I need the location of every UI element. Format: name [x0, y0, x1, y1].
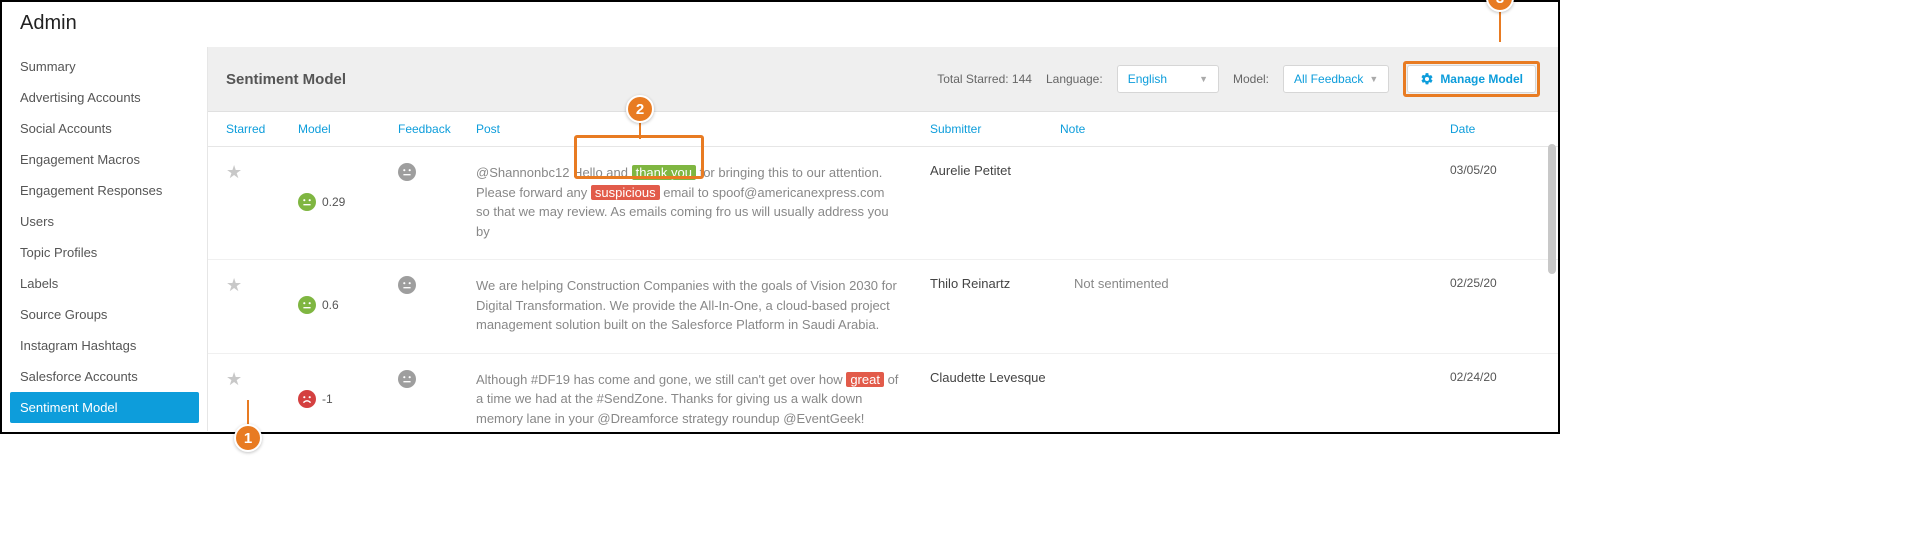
table-header: Starred Model Feedback Post Submitter No… [208, 112, 1558, 147]
manage-model-label: Manage Model [1440, 72, 1523, 86]
sentiment-face-icon [298, 193, 316, 211]
chevron-down-icon: ▼ [1199, 74, 1208, 84]
manage-model-button[interactable]: Manage Model [1407, 65, 1536, 93]
table-body: ★ 0.29 @Shannonbc12 Hello and thank you fo… [208, 147, 1558, 431]
post-text: We are helping Construction Companies wi… [476, 276, 900, 335]
main-layout: SummaryAdvertising AccountsSocial Accoun… [2, 47, 1558, 431]
sidebar-item-topic-profiles[interactable]: Topic Profiles [2, 237, 207, 268]
app-frame: Admin SummaryAdvertising AccountsSocial … [0, 0, 1560, 434]
sidebar-item-salesforce-accounts[interactable]: Salesforce Accounts [2, 361, 207, 392]
note [1060, 163, 1450, 241]
annotation-callout-2: 2 [626, 95, 654, 123]
chevron-down-icon: ▼ [1369, 74, 1378, 84]
post-text: @Shannonbc12 Hello and thank you for bri… [476, 163, 900, 241]
submitter: Aurelie Petitet [930, 163, 1060, 241]
annotation-callout-1: 1 [234, 424, 262, 452]
manage-model-highlight: Manage Model [1403, 61, 1540, 97]
model-score: -1 [322, 392, 333, 406]
feedback-face-icon[interactable] [398, 163, 416, 181]
highlight-pos: thank you [632, 165, 696, 180]
sidebar-item-summary[interactable]: Summary [2, 51, 207, 82]
col-date[interactable]: Date [1450, 122, 1540, 136]
language-select[interactable]: English ▼ [1117, 65, 1219, 93]
date: 02/24/20 [1450, 370, 1540, 429]
scrollbar[interactable] [1548, 144, 1556, 274]
sidebar-item-api-applications[interactable]: API Applications [2, 423, 207, 434]
model-selected: All Feedback [1294, 72, 1363, 86]
sidebar-item-instagram-hashtags[interactable]: Instagram Hashtags [2, 330, 207, 361]
sidebar-item-social-accounts[interactable]: Social Accounts [2, 113, 207, 144]
sidebar-item-engagement-responses[interactable]: Engagement Responses [2, 175, 207, 206]
sidebar-item-advertising-accounts[interactable]: Advertising Accounts [2, 82, 207, 113]
highlight-neg: suspicious [591, 185, 660, 200]
sidebar-item-users[interactable]: Users [2, 206, 207, 237]
sentiment-face-icon [298, 390, 316, 408]
language-selected: English [1128, 72, 1167, 86]
col-note[interactable]: Note [1060, 122, 1450, 136]
annotation-stem-2 [639, 123, 641, 139]
date: 03/05/20 [1450, 163, 1540, 241]
highlight-neg: great [846, 372, 884, 387]
star-icon[interactable]: ★ [226, 369, 242, 389]
panel-title: Sentiment Model [226, 71, 346, 88]
col-post[interactable]: Post [476, 122, 930, 136]
feedback-face-icon[interactable] [398, 276, 416, 294]
date: 02/25/20 [1450, 276, 1540, 335]
star-icon[interactable]: ★ [226, 275, 242, 295]
col-starred[interactable]: Starred [226, 122, 298, 136]
note: Not sentimented [1060, 276, 1450, 335]
col-model[interactable]: Model [298, 122, 398, 136]
annotation-stem-3 [1499, 12, 1501, 42]
col-feedback[interactable]: Feedback [398, 122, 476, 136]
post-text: Although #DF19 has come and gone, we sti… [476, 370, 900, 429]
star-icon[interactable]: ★ [226, 162, 242, 182]
page-title: Admin [2, 2, 1558, 47]
sentiment-face-icon [298, 296, 316, 314]
model-score: 0.29 [322, 195, 345, 209]
sidebar: SummaryAdvertising AccountsSocial Accoun… [2, 47, 207, 431]
model-select[interactable]: All Feedback ▼ [1283, 65, 1389, 93]
table-row: ★ 0.6 We are helping Construction Companie… [208, 260, 1558, 354]
main-panel: Sentiment Model Total Starred: 144 Langu… [207, 47, 1558, 431]
feedback-face-icon[interactable] [398, 370, 416, 388]
model-score: 0.6 [322, 298, 339, 312]
total-starred-label: Total Starred: 144 [937, 72, 1032, 86]
submitter: Thilo Reinartz [930, 276, 1060, 335]
table-container: Starred Model Feedback Post Submitter No… [208, 112, 1558, 431]
table-row: ★ -1 Although #DF19 has come and gone, we … [208, 354, 1558, 432]
gear-icon [1420, 72, 1434, 86]
sidebar-item-sentiment-model[interactable]: Sentiment Model [10, 392, 199, 423]
note [1060, 370, 1450, 429]
table-row: ★ 0.29 @Shannonbc12 Hello and thank you fo… [208, 147, 1558, 260]
col-submitter[interactable]: Submitter [930, 122, 1060, 136]
language-label: Language: [1046, 72, 1103, 86]
sidebar-item-labels[interactable]: Labels [2, 268, 207, 299]
model-label: Model: [1233, 72, 1269, 86]
submitter: Claudette Levesque [930, 370, 1060, 429]
panel-header: Sentiment Model Total Starred: 144 Langu… [208, 47, 1558, 112]
sidebar-item-engagement-macros[interactable]: Engagement Macros [2, 144, 207, 175]
sidebar-item-source-groups[interactable]: Source Groups [2, 299, 207, 330]
